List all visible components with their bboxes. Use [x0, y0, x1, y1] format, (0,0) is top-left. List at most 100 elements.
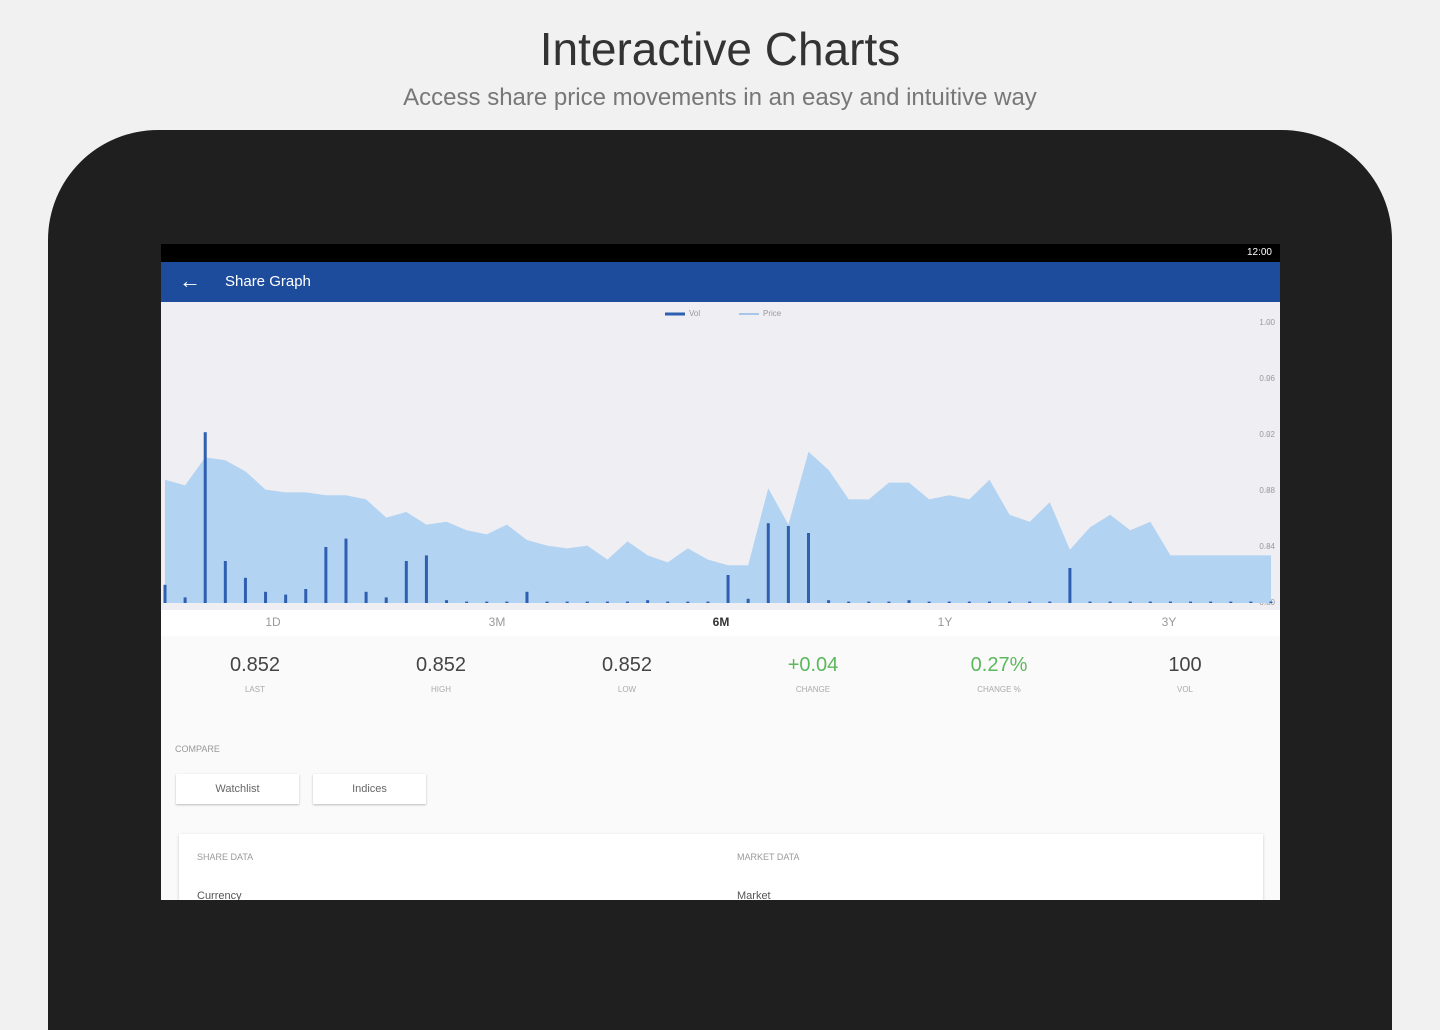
screen: 12:00 ← Share Graph 1.00 0.96 0.92 0.88 0.84… [161, 244, 1280, 900]
indices-button[interactable]: Indices [313, 774, 426, 804]
volume-bar [203, 432, 207, 603]
volume-bar [304, 589, 308, 603]
stat-value: +0.04 [787, 654, 839, 676]
volume-bar [1068, 568, 1072, 603]
tabs-background [161, 610, 1280, 636]
volume-bar [686, 601, 690, 603]
volume-bar [967, 601, 971, 603]
volume-bar [706, 601, 710, 603]
volume-bar [1189, 601, 1193, 603]
title: Interactive Charts [539, 23, 901, 75]
stat-label: VOL [1176, 685, 1193, 694]
chart: 1.000.960.920.880.840.80VolPrice1D3M6M1Y… [161, 302, 1280, 636]
period-tab[interactable]: 1Y [938, 615, 953, 629]
subtitle: Access share price movements in an easy … [403, 84, 1037, 111]
volume-bar [726, 575, 730, 603]
volume-bar [827, 600, 831, 603]
share-data-title: SHARE DATA [197, 852, 254, 862]
volume-bar [284, 594, 288, 603]
watchlist-button[interactable]: Watchlist [176, 774, 299, 804]
status-bar: 12:00 [161, 244, 1280, 262]
volume-bar [445, 600, 449, 603]
page: Interactive Charts Access share price mo… [48, 23, 1392, 1030]
volume-bar [1229, 601, 1233, 603]
period-tab[interactable]: 1D [265, 615, 281, 629]
compare-title: COMPARE [175, 744, 220, 754]
volume-bar [525, 591, 529, 603]
volume-bar [847, 601, 851, 603]
volume-bar [746, 598, 750, 603]
app-bar: ← Share Graph [161, 262, 1280, 302]
app-title: Share Graph [225, 273, 311, 290]
stat-label: HIGH [431, 685, 451, 694]
volume-bar [163, 584, 167, 603]
market-data-title: MARKET DATA [737, 852, 800, 862]
volume-bar [243, 577, 247, 603]
status-time: 12:00 [1246, 247, 1272, 258]
volume-bar [465, 601, 469, 603]
stat-value: 0.852 [229, 654, 281, 676]
stat: +0.04 CHANGE [720, 654, 906, 694]
volume-bar [1048, 601, 1052, 603]
legend-label: Vol [689, 309, 700, 318]
volume-bar [987, 601, 991, 603]
stat: 0.852 LOW [534, 654, 720, 694]
volume-bar [565, 601, 569, 603]
volume-bar [505, 601, 509, 603]
volume-bar [364, 591, 368, 603]
stat: 0.852 HIGH [348, 654, 534, 694]
volume-bar [485, 601, 489, 603]
volume-bar [1249, 601, 1253, 603]
volume-bar [927, 601, 931, 603]
stat-label: CHANGE [795, 685, 831, 694]
volume-bar [264, 591, 268, 603]
stat-value: 0.852 [601, 654, 653, 676]
volume-bar [1088, 601, 1092, 603]
stat: 100 VOL [1092, 654, 1278, 694]
volume-bar [867, 601, 871, 603]
volume-bar [404, 561, 408, 603]
volume-bar [424, 555, 428, 603]
volume-bar [1008, 601, 1012, 603]
stat: 0.27% CHANGE % [906, 654, 1092, 694]
volume-bar [545, 601, 549, 603]
stat-value: 0.27% [970, 654, 1028, 676]
volume-bar [223, 561, 227, 603]
volume-bar [324, 547, 328, 603]
volume-bar [1128, 601, 1132, 603]
stat-label: CHANGE % [977, 685, 1021, 694]
period-tab[interactable]: 6M [713, 615, 730, 629]
volume-bar [1269, 601, 1273, 603]
volume-bar [666, 601, 670, 603]
volume-bar [646, 600, 650, 603]
volume-bar [887, 601, 891, 603]
volume-bar [1028, 601, 1032, 603]
stat-label: LAST [244, 685, 265, 694]
volume-bar [626, 601, 630, 603]
data-panel: SHARE DATA Currency MARKET DATA Market [179, 834, 1263, 900]
legend-label: Price [763, 309, 782, 318]
volume-bar [766, 523, 770, 603]
volume-bar [806, 533, 810, 603]
volume-bar [585, 601, 589, 603]
market-data-item: Market [737, 890, 771, 900]
period-tab[interactable]: 3M [489, 615, 506, 629]
volume-bar [344, 538, 348, 603]
stat-label: LOW [617, 685, 637, 694]
volume-bar [183, 597, 187, 603]
back-button[interactable]: ← [179, 268, 201, 293]
volume-bar [1148, 601, 1152, 603]
stat-value: 100 [1168, 654, 1202, 676]
stat-value: 0.852 [415, 654, 467, 676]
volume-bar [384, 597, 388, 603]
volume-bar [1108, 601, 1112, 603]
volume-bar [1209, 601, 1213, 603]
volume-bar [605, 601, 609, 603]
price-area [165, 451, 1271, 603]
volume-bar [786, 526, 790, 603]
volume-bar [947, 601, 951, 603]
stat: 0.852 LAST [162, 654, 348, 694]
share-data-item: Currency [197, 890, 242, 900]
period-tab[interactable]: 3Y [1162, 615, 1177, 629]
volume-bar [1168, 601, 1172, 603]
